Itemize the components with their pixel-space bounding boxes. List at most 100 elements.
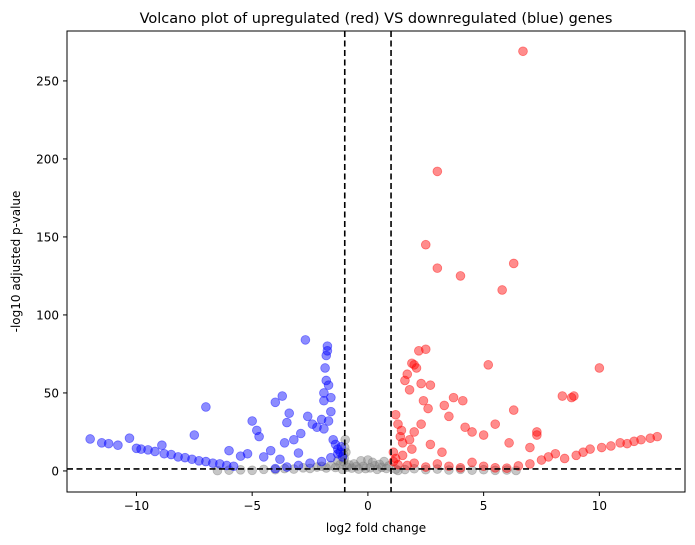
point-not-significant	[333, 455, 343, 466]
point-upregulated	[622, 438, 632, 449]
point-downregulated	[180, 452, 190, 463]
point-downregulated	[319, 395, 329, 406]
point-upregulated	[425, 439, 436, 450]
point-downregulated	[247, 416, 257, 426]
point-upregulated	[569, 391, 579, 401]
point-not-significant	[363, 455, 373, 465]
point-upregulated	[439, 400, 450, 411]
point-downregulated	[333, 448, 343, 459]
point-downregulated	[323, 416, 334, 426]
y-tick-label: 100	[36, 308, 59, 322]
y-axis-label: -log10 adjusted p-value	[9, 191, 23, 333]
point-upregulated	[550, 448, 561, 459]
point-not-significant	[344, 460, 355, 470]
point-upregulated	[518, 46, 528, 57]
point-downregulated	[277, 391, 288, 401]
point-downregulated	[265, 445, 276, 456]
point-upregulated	[645, 433, 656, 443]
point-upregulated	[437, 447, 447, 458]
point-downregulated	[319, 388, 329, 398]
point-downregulated	[316, 456, 327, 467]
point-not-significant	[335, 459, 345, 470]
point-downregulated	[293, 448, 304, 458]
point-upregulated	[448, 392, 459, 403]
point-upregulated	[585, 444, 595, 454]
point-upregulated	[457, 395, 468, 406]
point-downregulated	[333, 444, 343, 454]
point-downregulated	[242, 448, 253, 459]
point-downregulated	[85, 434, 95, 444]
point-not-significant	[367, 457, 378, 468]
point-downregulated	[321, 350, 332, 361]
point-downregulated	[131, 443, 142, 454]
point-upregulated	[636, 434, 646, 445]
point-upregulated	[411, 363, 422, 373]
point-downregulated	[221, 460, 232, 471]
point-not-significant	[467, 465, 477, 475]
plot-frame	[66, 30, 686, 493]
point-upregulated	[407, 358, 417, 369]
point-not-significant	[298, 463, 308, 473]
point-upregulated	[409, 458, 419, 468]
point-downregulated	[150, 446, 160, 457]
point-upregulated	[396, 425, 407, 436]
point-upregulated	[397, 438, 408, 448]
point-downregulated	[336, 441, 347, 452]
point-upregulated	[432, 166, 443, 177]
point-downregulated	[270, 397, 281, 408]
point-downregulated	[282, 462, 292, 472]
point-upregulated	[532, 427, 542, 437]
point-upregulated	[455, 463, 466, 473]
point-downregulated	[189, 430, 200, 440]
point-not-significant	[326, 460, 336, 471]
point-downregulated	[326, 406, 336, 417]
point-upregulated	[629, 436, 639, 447]
point-downregulated	[323, 380, 334, 390]
point-upregulated	[536, 455, 547, 465]
x-tick-label: −10	[124, 499, 149, 513]
point-upregulated	[432, 263, 443, 273]
point-downregulated	[300, 335, 311, 345]
point-upregulated	[423, 403, 433, 414]
point-downregulated	[124, 433, 135, 443]
point-upregulated	[397, 450, 408, 461]
point-upregulated	[504, 438, 514, 448]
point-upregulated	[409, 427, 419, 437]
point-downregulated	[194, 455, 204, 466]
point-upregulated	[594, 363, 605, 373]
point-upregulated	[525, 459, 535, 469]
point-not-significant	[321, 463, 332, 473]
point-upregulated	[402, 369, 413, 380]
point-not-significant	[224, 465, 234, 475]
point-downregulated	[201, 456, 211, 467]
x-tick-label: −5	[243, 499, 261, 513]
point-upregulated	[404, 434, 415, 445]
point-not-significant	[444, 465, 454, 475]
point-downregulated	[258, 452, 269, 462]
point-downregulated	[208, 458, 218, 468]
point-downregulated	[321, 375, 332, 386]
point-upregulated	[478, 430, 489, 440]
point-not-significant	[374, 459, 385, 470]
point-downregulated	[319, 424, 329, 434]
point-upregulated	[497, 285, 507, 295]
point-upregulated	[557, 391, 568, 401]
point-upregulated	[416, 419, 426, 429]
point-downregulated	[103, 438, 114, 449]
point-upregulated	[606, 441, 616, 451]
y-tick-label: 200	[36, 152, 59, 166]
point-upregulated	[420, 239, 431, 250]
point-downregulated	[187, 454, 197, 465]
point-upregulated	[418, 395, 429, 406]
y-tick-label: 150	[36, 230, 59, 244]
point-downregulated	[173, 452, 183, 462]
point-downregulated	[320, 363, 330, 373]
point-upregulated	[467, 457, 477, 468]
point-upregulated	[393, 459, 403, 470]
point-upregulated	[508, 405, 519, 415]
point-downregulated	[282, 417, 292, 428]
point-upregulated	[395, 431, 406, 442]
point-upregulated	[455, 271, 466, 281]
point-upregulated	[571, 450, 582, 461]
point-upregulated	[416, 378, 426, 389]
